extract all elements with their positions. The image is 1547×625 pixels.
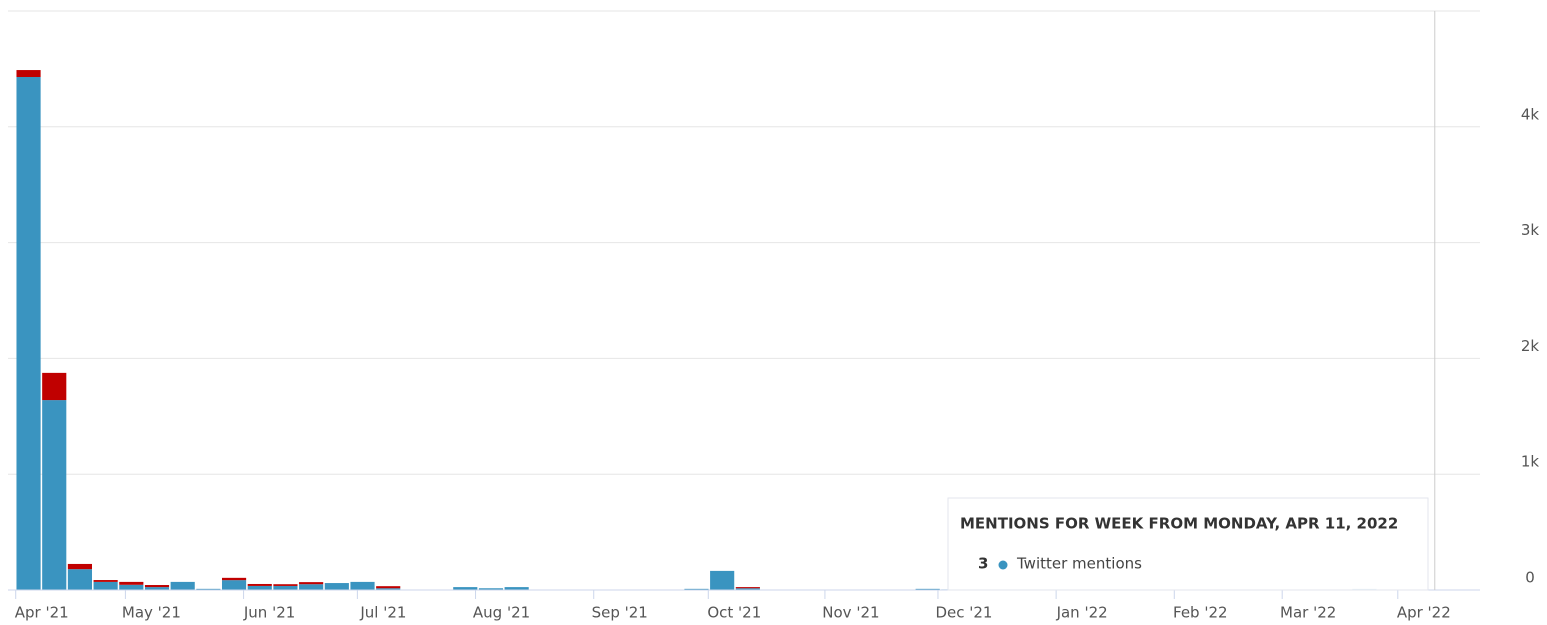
x-tick-label: Jun '21 [243,604,295,622]
bar-segment [16,77,41,591]
bar-segment [247,585,272,590]
bar-segment [221,580,247,590]
x-tick-label: Jul '21 [359,604,406,622]
bar-segment [299,584,324,590]
bar-segment [299,582,324,585]
bar-segment [42,400,67,590]
bar-segment [196,588,221,590]
bar-segment [350,581,375,590]
y-tick-label: 1k [1521,453,1540,471]
bar-segment [684,588,709,590]
bar-segment [478,588,504,590]
bar-segment [67,563,93,570]
bar-segment [42,372,67,401]
bar-segment [376,588,401,590]
y-tick-label: 3k [1521,221,1540,239]
bar-segment [144,587,170,590]
x-tick-label: Jan '22 [1056,604,1108,622]
bar-segment [324,583,349,590]
y-tick-label: 4k [1521,105,1540,123]
bar-segment [144,585,170,588]
x-tick-label: Feb '22 [1173,604,1228,622]
bar-segment [273,585,298,590]
y-tick-label: 0 [1525,569,1535,587]
x-tick-label: Mar '22 [1280,604,1336,622]
y-tick-label: 2k [1521,337,1540,355]
x-tick-label: Oct '21 [707,604,761,622]
tooltip-series-name: Twitter mentions [1016,555,1142,573]
x-tick-label: Aug '21 [473,604,530,622]
bar-segment [453,587,478,590]
bar-segment [16,70,41,78]
tooltip-title: MENTIONS FOR WEEK FROM MONDAY, APR 11, 2… [960,515,1398,533]
tooltip: MENTIONS FOR WEEK FROM MONDAY, APR 11, 2… [947,497,1429,591]
bar-segment [273,584,298,586]
bar-segment [247,583,272,586]
tooltip-value: 3 [978,555,988,573]
bar-segment [67,569,93,590]
bar-segment [221,577,247,581]
bar-segment [915,588,940,590]
bar-segment [376,586,401,589]
tooltip-box [947,497,1429,591]
x-tick-label: May '21 [122,604,181,622]
bar-segment [119,581,144,585]
bar-segment [93,581,118,590]
bar-segment [735,588,760,590]
x-tick-label: Apr '21 [15,604,69,622]
bar-segment [504,587,529,590]
bar-segment [710,570,735,590]
tooltip-dot [998,560,1008,570]
x-tick-label: Dec '21 [935,604,992,622]
bar-segment [93,580,118,582]
x-tick-label: Apr '22 [1397,604,1451,622]
bar-segment [735,587,760,589]
bar-segment [170,581,195,590]
x-tick-label: Sep '21 [592,604,648,622]
bar-segment [119,584,144,590]
x-tick-label: Nov '21 [822,604,879,622]
